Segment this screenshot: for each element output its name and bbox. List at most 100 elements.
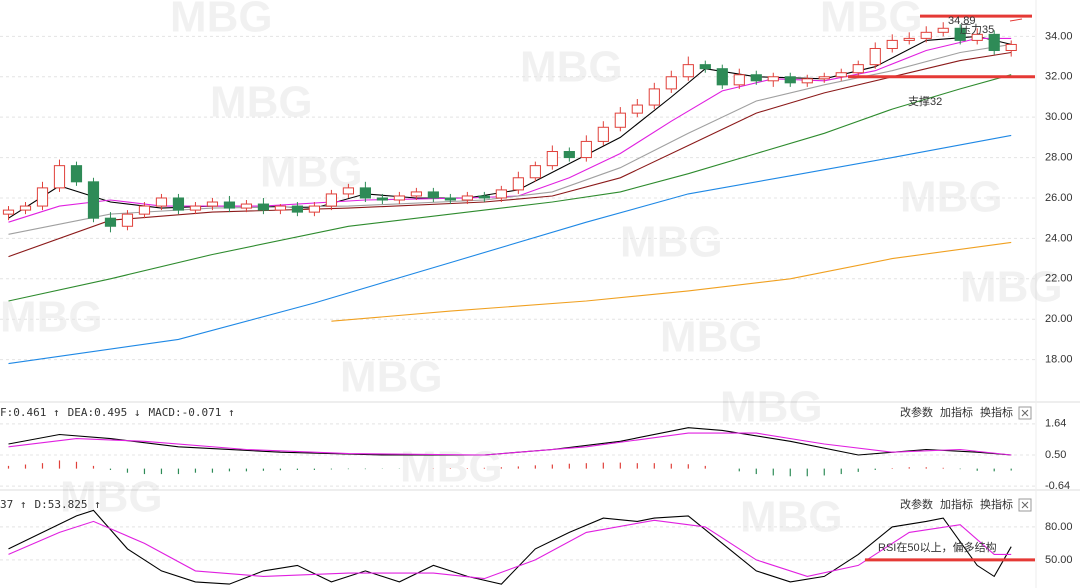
candle-body <box>308 205 321 213</box>
candle-body <box>920 31 932 39</box>
candle-body <box>648 88 660 106</box>
y-tick-label: 20.00 <box>1045 313 1073 325</box>
candle-body <box>172 197 185 211</box>
indicator-line <box>8 37 1012 223</box>
candle-body <box>461 195 473 201</box>
candle-body <box>852 64 864 74</box>
candle-body <box>750 74 762 82</box>
candle-body <box>614 112 626 128</box>
close-icon <box>1021 409 1029 417</box>
panel <box>0 509 1035 585</box>
candle-body <box>988 33 1000 52</box>
candle-body <box>223 201 236 209</box>
candle-body <box>529 165 541 179</box>
candle-body <box>291 205 304 213</box>
indicator-value: 37 ↑ <box>0 498 27 511</box>
watermark: MBG <box>340 353 443 402</box>
indicator-line <box>8 509 1012 585</box>
candle-body <box>631 104 643 114</box>
candle-body <box>36 187 49 207</box>
candle-body <box>954 27 966 41</box>
panel-button[interactable]: 改参数 <box>900 497 933 511</box>
high-label: 34.89 <box>948 15 976 27</box>
panel-button[interactable]: 加指标 <box>940 405 973 419</box>
candle-body <box>155 197 168 207</box>
annotation: 支撑32 <box>908 94 942 108</box>
candle-body <box>546 151 558 167</box>
watermark: MBG <box>210 78 313 127</box>
indicator-line <box>8 74 1012 302</box>
watermark: MBG <box>620 218 723 267</box>
candle-body <box>971 33 983 41</box>
candle-body <box>342 187 354 195</box>
candle-body <box>138 205 151 215</box>
panel-button[interactable]: 加指标 <box>940 497 973 511</box>
watermark: MBG <box>900 173 1003 222</box>
close-icon <box>1021 501 1029 509</box>
y-tick-label: -0.64 <box>1045 480 1070 492</box>
y-tick-label: 22.00 <box>1045 273 1073 285</box>
indicator-value: DEA:0.495 ↓ <box>68 406 141 419</box>
watermark: MBG <box>720 383 823 432</box>
y-tick-label: 18.00 <box>1045 354 1073 366</box>
y-tick-label: 26.00 <box>1045 192 1073 204</box>
indicator-value: F:0.461 ↑ <box>0 406 60 419</box>
panel <box>0 22 1035 365</box>
annotation: RSI在50以上，偏多结构 <box>878 540 997 554</box>
candle-body <box>801 78 813 84</box>
panel-button[interactable]: 换指标 <box>980 405 1013 419</box>
indicator-line <box>8 134 1012 365</box>
y-tick-label: 1.64 <box>1045 418 1066 430</box>
watermark: MBG <box>660 313 763 362</box>
y-tick-label: 32.00 <box>1045 71 1073 83</box>
candle-body <box>274 205 287 211</box>
y-tick-label: 28.00 <box>1045 151 1073 163</box>
candle-body <box>937 27 949 33</box>
high-arrow <box>1009 18 1023 22</box>
candle-body <box>682 64 694 78</box>
candle-body <box>886 39 898 49</box>
candle-body <box>359 187 371 199</box>
candle-body <box>597 126 609 142</box>
candle-body <box>495 189 507 199</box>
candle-body <box>1005 43 1017 52</box>
y-tick-label: 24.00 <box>1045 232 1073 244</box>
candle-body <box>19 205 32 211</box>
candle-body <box>206 201 219 207</box>
candle-body <box>563 151 575 159</box>
candle-body <box>189 205 202 211</box>
candle-body <box>478 195 490 199</box>
indicator-line <box>8 432 1012 456</box>
panel-button[interactable]: 改参数 <box>900 405 933 419</box>
candle-body <box>699 64 711 70</box>
watermark: MBG <box>170 0 273 42</box>
candle-body <box>104 217 117 227</box>
indicator-line <box>8 519 1012 580</box>
watermark: MBG <box>400 443 503 492</box>
candle-body <box>869 47 881 66</box>
panel <box>0 423 1035 487</box>
candle-body <box>767 76 779 82</box>
candle-body <box>121 213 134 227</box>
candle-body <box>733 74 745 86</box>
candle-body <box>512 177 524 191</box>
indicator-value: D:53.825 ↑ <box>35 498 101 511</box>
candle-body <box>835 72 847 78</box>
indicator-line <box>331 241 1012 322</box>
y-tick-label: 50.00 <box>1045 554 1073 566</box>
annotation: 压力35 <box>960 23 994 36</box>
candle-body <box>53 165 66 189</box>
watermark: MBG <box>960 263 1063 312</box>
candle-body <box>580 140 592 159</box>
watermark: MBG <box>520 43 623 92</box>
watermark: MBG <box>0 293 103 342</box>
y-tick-label: 80.00 <box>1045 521 1073 533</box>
watermark: MBG <box>60 473 163 522</box>
candle-body <box>325 193 338 207</box>
panel-button[interactable]: 换指标 <box>980 497 1013 511</box>
y-tick-label: 0.50 <box>1045 449 1066 461</box>
candle-body <box>87 181 100 219</box>
candle-body <box>903 37 915 41</box>
candle-body <box>2 209 15 215</box>
